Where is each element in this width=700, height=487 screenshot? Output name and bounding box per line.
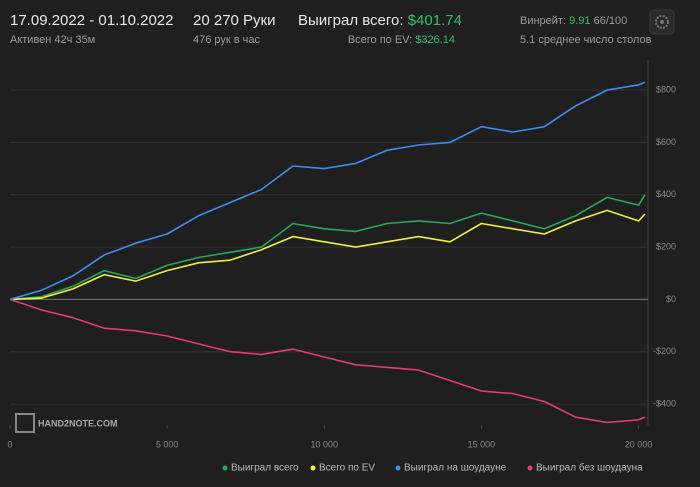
won-value: $401.74	[408, 12, 462, 29]
series-line	[9, 298, 646, 424]
y-tick-label: -$400	[653, 398, 676, 408]
y-tick-label: $400	[656, 189, 676, 199]
watermark-text: HAND2NOTE.COM	[38, 418, 118, 428]
ev-label: Всего по EV:	[348, 34, 412, 46]
legend-label: Выиграл на шоудауне	[404, 463, 507, 474]
winrate: Винрейт: 9.91 66/100	[520, 15, 627, 27]
y-tick-label: $600	[656, 137, 676, 147]
date-range: 17.09.2022 - 01.10.2022	[10, 12, 173, 29]
legend-dot	[395, 465, 401, 471]
ev-total: Всего по EV: $326.14	[348, 34, 455, 46]
gear-center[interactable]	[660, 20, 664, 24]
series-line	[9, 194, 646, 301]
settings-button[interactable]	[649, 9, 675, 35]
legend-label: Всего по EV	[319, 463, 375, 474]
x-tick-label: 0	[7, 439, 12, 449]
y-tick-label: -$200	[653, 346, 676, 356]
gear-icon[interactable]	[655, 15, 669, 29]
winrate-value: 9.91	[569, 15, 590, 27]
won-label: Выиграл всего:	[298, 12, 404, 29]
y-tick-label: $200	[656, 241, 676, 251]
x-tick-label: 20 000	[625, 439, 653, 449]
series-line	[9, 81, 646, 301]
active-time: Активен 42ч 35м	[10, 34, 95, 46]
tables: 5.1 среднее число столов	[520, 34, 652, 46]
series-line	[9, 209, 646, 301]
watermark-logo	[15, 413, 35, 433]
winrate-unit: 66/100	[594, 15, 628, 27]
legend-dot	[527, 465, 533, 471]
y-tick-label: $800	[656, 84, 676, 94]
legend-label: Выиграл всего	[231, 463, 299, 474]
x-tick-label: 15 000	[468, 439, 496, 449]
hands: 20 270 Руки	[193, 12, 276, 29]
y-tick-label: $0	[666, 294, 676, 304]
hands-per-hour: 476 рук в час	[193, 34, 261, 46]
legend-dot	[222, 465, 228, 471]
won-total: Выиграл всего: $401.74	[298, 12, 462, 29]
watermark: HAND2NOTE.COM	[15, 413, 118, 433]
x-tick-label: 5 000	[156, 439, 179, 449]
legend-label: Выиграл без шоудауна	[536, 462, 643, 474]
legend-dot	[310, 465, 316, 471]
ev-value: $326.14	[415, 34, 455, 46]
winrate-label: Винрейт:	[520, 15, 566, 27]
x-tick-label: 10 000	[311, 439, 339, 449]
